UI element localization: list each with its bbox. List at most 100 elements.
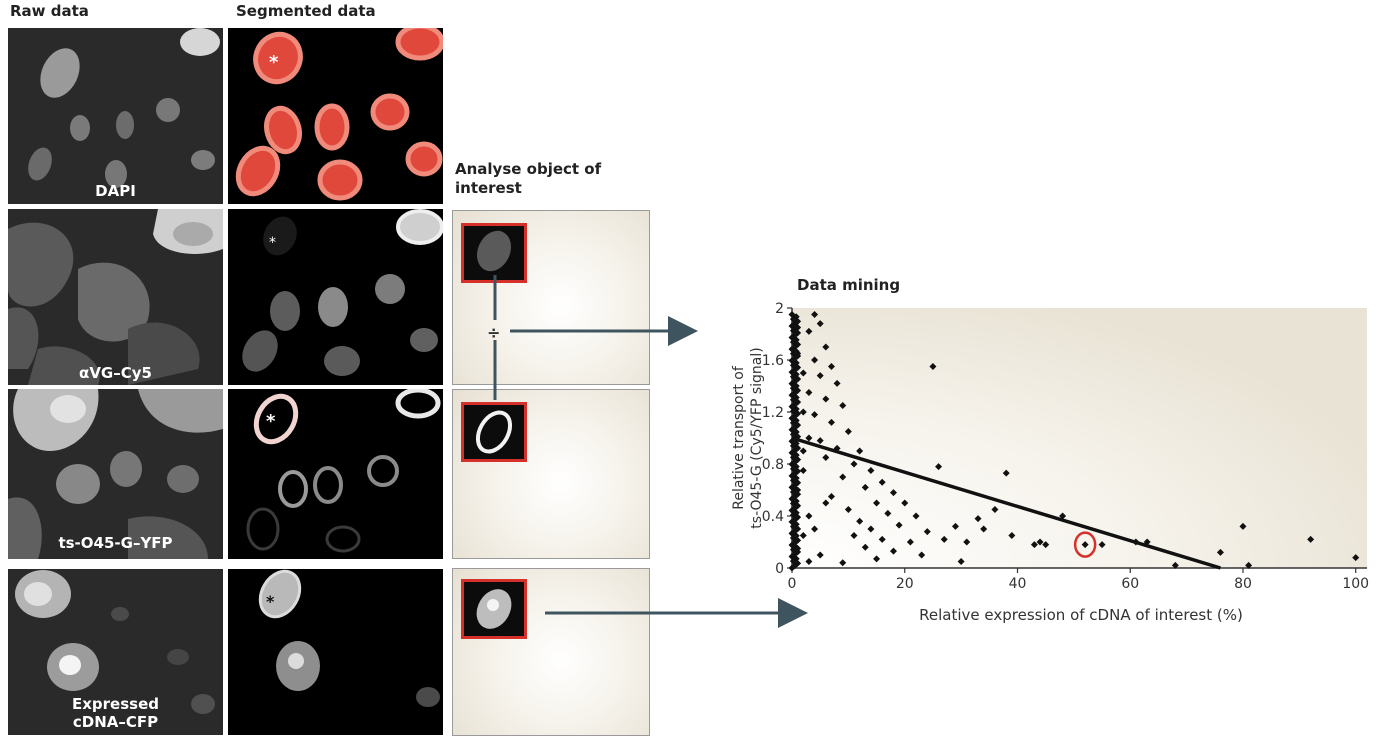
asterisk-marker: * bbox=[269, 235, 276, 251]
label-cfp-line1: Expressed bbox=[72, 695, 159, 713]
x-tick-label: 60 bbox=[1121, 576, 1139, 592]
data-point bbox=[822, 454, 830, 461]
data-point bbox=[850, 532, 858, 539]
raw-dapi-tile: DAPI bbox=[8, 28, 223, 204]
data-point bbox=[873, 555, 881, 563]
data-point bbox=[839, 559, 847, 567]
data-point bbox=[884, 509, 892, 517]
data-point bbox=[1030, 541, 1038, 549]
x-tick-label: 40 bbox=[1009, 576, 1027, 592]
data-point bbox=[844, 428, 852, 435]
data-point bbox=[1245, 561, 1253, 569]
seg-dapi-tile: * bbox=[228, 28, 443, 204]
data-point bbox=[901, 499, 909, 507]
raw-dapi-cells bbox=[28, 28, 220, 188]
label-cy5: αVG–Cy5 bbox=[79, 364, 152, 382]
data-point bbox=[923, 528, 931, 536]
data-point bbox=[895, 521, 903, 529]
raw-cy5-cells bbox=[8, 209, 223, 385]
thumb-cy5-cell bbox=[461, 223, 527, 283]
data-point bbox=[805, 512, 813, 520]
x-axis-label: Relative expression of cDNA of interest … bbox=[919, 606, 1243, 624]
data-point bbox=[811, 525, 819, 533]
data-point bbox=[811, 356, 819, 364]
data-point bbox=[1042, 541, 1050, 549]
seg-yfp-rings: * bbox=[246, 389, 441, 553]
x-tick-label: 0 bbox=[788, 576, 797, 592]
data-point bbox=[889, 489, 897, 497]
segmented-data-header: Segmented data bbox=[236, 2, 376, 20]
data-point bbox=[878, 478, 886, 486]
data-point bbox=[1171, 561, 1179, 569]
data-point bbox=[867, 525, 875, 533]
data-point bbox=[929, 363, 937, 370]
analyse-panel-2 bbox=[452, 389, 650, 559]
data-point bbox=[805, 558, 813, 565]
data-point bbox=[867, 467, 875, 474]
y-tick-label: 0.8 bbox=[762, 457, 784, 473]
raw-cy5-tile: αVG–Cy5 bbox=[8, 209, 223, 385]
data-point bbox=[861, 483, 869, 491]
raw-cfp-cells bbox=[15, 570, 215, 714]
data-point bbox=[878, 535, 886, 543]
y-tick-label: 0.4 bbox=[762, 509, 784, 525]
trend-line bbox=[791, 436, 1221, 570]
y-tick-label: 1.6 bbox=[762, 353, 784, 369]
data-point bbox=[799, 467, 807, 474]
seg-dapi-masks: * bbox=[235, 28, 443, 201]
data-point bbox=[839, 473, 847, 481]
asterisk-marker: * bbox=[269, 52, 279, 73]
data-point bbox=[861, 543, 869, 551]
data-point bbox=[935, 463, 943, 471]
data-point bbox=[991, 506, 999, 513]
data-point bbox=[822, 343, 830, 351]
data-point bbox=[1002, 469, 1010, 477]
x-tick-label: 100 bbox=[1342, 576, 1369, 592]
asterisk-marker: * bbox=[266, 592, 275, 611]
data-point bbox=[980, 525, 988, 533]
data-point bbox=[951, 522, 959, 530]
y-tick-label: 0 bbox=[775, 561, 784, 577]
thumb-yfp-cell bbox=[461, 402, 527, 462]
data-point bbox=[856, 447, 864, 455]
seg-yfp-tile: * bbox=[228, 389, 443, 559]
data-point bbox=[833, 379, 841, 387]
data-point bbox=[839, 402, 847, 409]
data-point bbox=[827, 363, 835, 370]
y-tick-label: 2 bbox=[775, 301, 784, 317]
data-point bbox=[844, 506, 852, 513]
y-tick-label: 1.2 bbox=[762, 405, 784, 421]
data-point bbox=[889, 547, 897, 555]
data-point bbox=[1216, 548, 1224, 556]
seg-cy5-tile: * bbox=[228, 209, 443, 385]
asterisk-marker: * bbox=[266, 411, 276, 432]
data-point bbox=[1352, 554, 1360, 562]
seg-cfp-masks: * bbox=[258, 569, 440, 707]
data-point bbox=[794, 545, 802, 552]
data-point bbox=[974, 515, 982, 523]
data-point bbox=[1081, 541, 1089, 549]
plot-area bbox=[792, 308, 1367, 568]
data-point bbox=[906, 538, 914, 546]
label-cfp-line2: cDNA–CFP bbox=[72, 713, 159, 731]
data-point bbox=[940, 535, 948, 543]
data-point bbox=[957, 558, 965, 565]
data-point bbox=[811, 311, 819, 318]
y-axis-label-line1: Relative transport of bbox=[731, 365, 747, 510]
data-point bbox=[805, 434, 813, 442]
data-point bbox=[805, 389, 813, 396]
data-point bbox=[788, 311, 796, 318]
data-point bbox=[1307, 535, 1315, 543]
data-point bbox=[811, 411, 819, 419]
data-point bbox=[805, 327, 813, 335]
thumb-cfp-cell bbox=[461, 579, 527, 639]
label-yfp: ts-O45-G–YFP bbox=[58, 534, 173, 552]
analyse-panel-1: ÷ bbox=[452, 210, 650, 385]
data-point bbox=[822, 395, 830, 403]
chart-title: Data mining bbox=[797, 276, 901, 294]
data-point bbox=[816, 372, 824, 380]
data-point bbox=[822, 499, 830, 507]
raw-cfp-tile: Expressed cDNA–CFP bbox=[8, 569, 223, 735]
data-point bbox=[850, 460, 858, 468]
